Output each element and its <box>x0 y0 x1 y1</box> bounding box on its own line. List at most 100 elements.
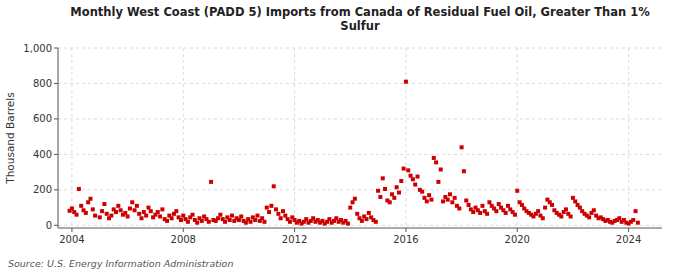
point <box>485 212 489 216</box>
point <box>376 189 380 193</box>
point <box>578 206 582 210</box>
point <box>402 167 406 171</box>
tick-mark <box>54 83 58 84</box>
point <box>434 160 438 164</box>
point <box>631 218 635 222</box>
point <box>179 218 183 222</box>
point <box>102 202 106 206</box>
chart: Monthly West Coast (PADD 5) Imports from… <box>0 0 675 275</box>
point <box>334 216 338 220</box>
point <box>174 209 178 213</box>
point <box>378 195 382 199</box>
point <box>425 199 429 203</box>
point <box>406 168 410 172</box>
point <box>564 207 568 211</box>
point <box>244 221 248 225</box>
grid-line <box>183 48 184 228</box>
tick-mark <box>71 228 72 232</box>
point <box>283 214 287 218</box>
tick-label: 2004 <box>59 234 84 245</box>
grid-line <box>71 48 72 228</box>
point <box>262 220 266 224</box>
point <box>128 206 132 210</box>
point <box>93 214 97 218</box>
point <box>75 213 79 217</box>
annotation: Source: U.S. Energy Information Administ… <box>8 258 233 269</box>
point <box>404 80 408 84</box>
point <box>207 220 211 224</box>
point <box>133 208 137 212</box>
point <box>348 206 352 210</box>
point <box>209 180 213 184</box>
point <box>453 196 457 200</box>
tick-label: 2024 <box>616 234 641 245</box>
point <box>327 217 331 221</box>
tick-label: 800 <box>33 78 52 89</box>
grid <box>58 48 662 228</box>
point <box>536 209 540 213</box>
point <box>149 209 153 213</box>
tick-mark <box>517 228 518 232</box>
point <box>195 221 199 225</box>
y-axis-line <box>58 48 59 228</box>
point <box>253 218 257 222</box>
point <box>355 212 359 216</box>
point <box>135 204 139 208</box>
point <box>86 200 90 204</box>
point <box>260 216 264 220</box>
tick-mark <box>54 189 58 190</box>
points <box>68 80 640 226</box>
point <box>464 199 468 203</box>
point <box>255 214 259 218</box>
tick-mark <box>54 48 58 49</box>
point <box>448 192 452 196</box>
tick-label: 400 <box>33 149 52 160</box>
point <box>506 204 510 208</box>
point <box>140 216 144 220</box>
tick-label: 2020 <box>505 234 530 245</box>
point <box>390 192 394 196</box>
point <box>494 209 498 213</box>
point <box>634 209 638 213</box>
point <box>126 214 130 218</box>
point <box>100 209 104 213</box>
point <box>181 214 185 218</box>
point <box>109 214 113 218</box>
grid-line <box>58 48 662 49</box>
x-axis-line <box>58 228 662 229</box>
point <box>351 200 355 204</box>
point <box>367 211 371 215</box>
point <box>223 220 227 224</box>
point <box>218 213 222 217</box>
point <box>420 190 424 194</box>
point <box>160 207 164 211</box>
tick-label: 0 <box>46 220 52 231</box>
point <box>388 200 392 204</box>
point <box>91 207 95 211</box>
tick-mark <box>628 228 629 232</box>
point <box>636 221 640 225</box>
point <box>130 200 134 204</box>
point <box>170 216 174 220</box>
grid-line <box>58 225 662 226</box>
point <box>353 197 357 201</box>
tick-mark <box>405 228 406 232</box>
point <box>200 219 204 223</box>
point <box>515 189 519 193</box>
tick-mark <box>294 228 295 232</box>
point <box>288 220 292 224</box>
point <box>383 187 387 191</box>
point <box>156 210 160 214</box>
tick-mark <box>54 118 58 119</box>
point <box>446 198 450 202</box>
point <box>360 219 364 223</box>
point <box>79 204 83 208</box>
point <box>276 212 280 216</box>
point <box>497 202 501 206</box>
point <box>413 183 417 187</box>
point <box>416 175 420 179</box>
point <box>432 156 436 160</box>
point <box>311 216 315 220</box>
point <box>617 216 621 220</box>
point <box>186 220 190 224</box>
